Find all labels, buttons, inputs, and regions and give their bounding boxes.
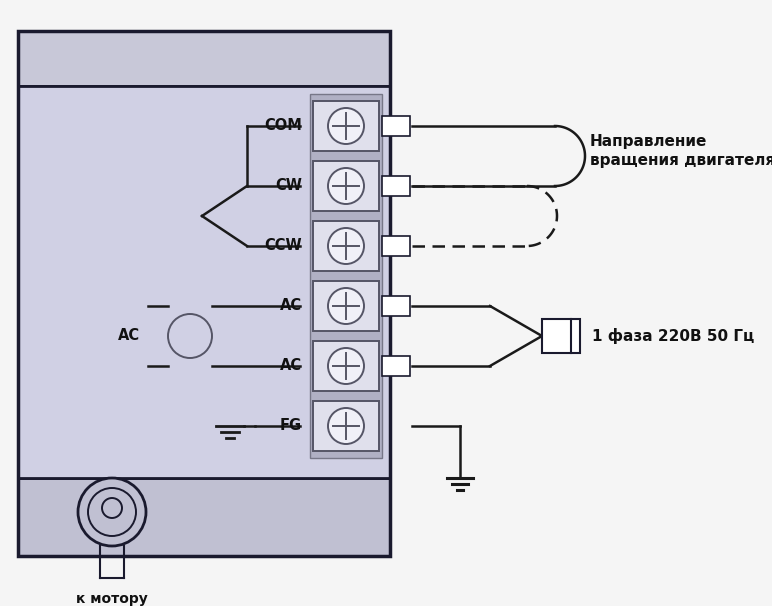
Bar <box>382 356 410 376</box>
Text: Направление
вращения двигателя: Направление вращения двигателя <box>590 133 772 168</box>
Circle shape <box>328 288 364 324</box>
Bar <box>313 401 379 451</box>
Text: FG: FG <box>280 419 302 433</box>
Bar <box>382 236 410 256</box>
Bar <box>313 221 379 271</box>
Bar <box>313 281 379 331</box>
Bar <box>18 478 390 556</box>
Text: AC: AC <box>118 328 140 344</box>
Bar <box>382 296 410 316</box>
Bar <box>382 176 410 196</box>
Bar <box>313 161 379 211</box>
Bar <box>542 319 580 353</box>
Text: к мотору: к мотору <box>76 592 148 606</box>
Text: COM: COM <box>264 119 302 133</box>
Text: CW: CW <box>275 179 302 193</box>
Circle shape <box>328 108 364 144</box>
Circle shape <box>328 228 364 264</box>
Circle shape <box>78 478 146 546</box>
Circle shape <box>328 168 364 204</box>
Text: 1 фаза 220В 50 Гц: 1 фаза 220В 50 Гц <box>592 328 754 344</box>
Bar <box>18 86 390 478</box>
Text: AC: AC <box>280 299 302 313</box>
Bar <box>18 31 390 556</box>
Bar <box>313 341 379 391</box>
Text: CCW: CCW <box>264 239 302 253</box>
Circle shape <box>328 348 364 384</box>
Bar <box>313 101 379 151</box>
Bar <box>310 94 382 458</box>
Bar <box>18 31 390 86</box>
Circle shape <box>328 408 364 444</box>
Text: AC: AC <box>280 359 302 373</box>
Bar <box>382 116 410 136</box>
